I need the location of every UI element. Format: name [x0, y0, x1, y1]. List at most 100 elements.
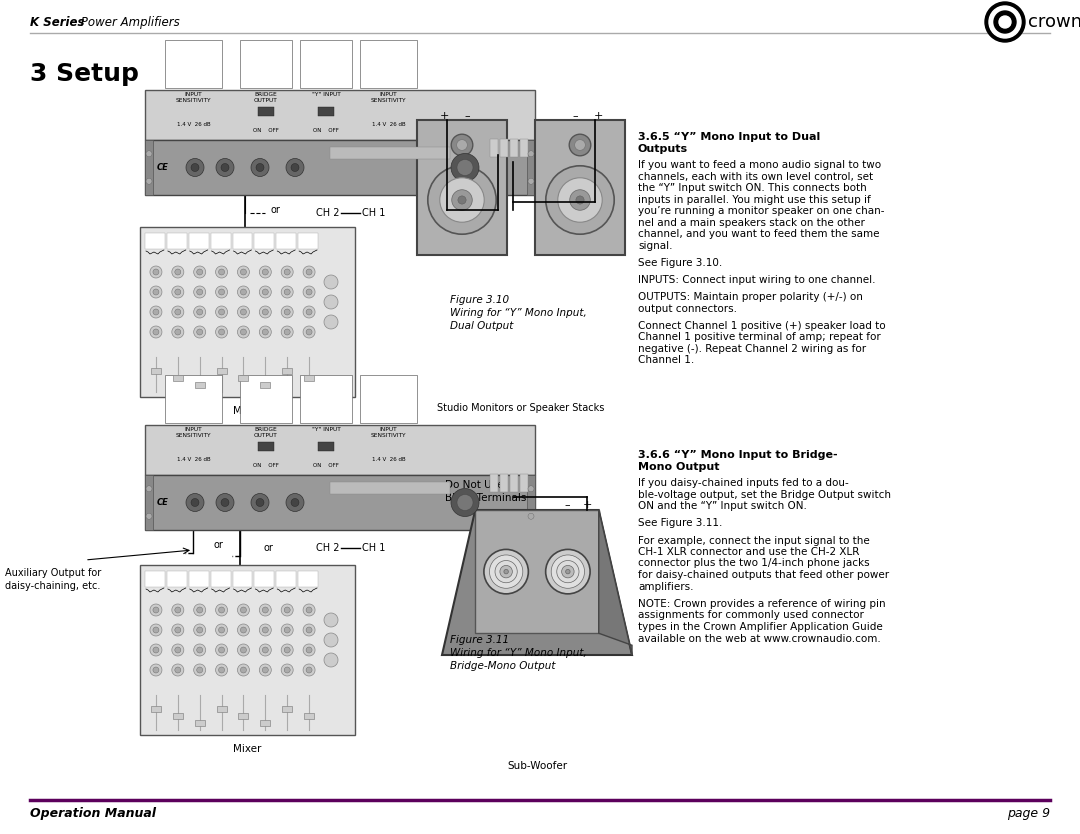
Circle shape	[216, 326, 228, 338]
Text: Dual Output: Dual Output	[450, 321, 513, 331]
Text: Channel 1.: Channel 1.	[638, 355, 694, 365]
Text: Mixer: Mixer	[233, 744, 261, 754]
Text: for daisy-chained outputs that feed other power: for daisy-chained outputs that feed othe…	[638, 570, 889, 580]
Text: 1.4 V  26 dB: 1.4 V 26 dB	[372, 122, 405, 127]
Text: Mono Output: Mono Output	[638, 462, 719, 472]
Circle shape	[241, 607, 246, 613]
Circle shape	[306, 309, 312, 315]
Circle shape	[238, 644, 249, 656]
Circle shape	[150, 624, 162, 636]
Circle shape	[528, 151, 534, 157]
Circle shape	[216, 664, 228, 676]
Circle shape	[306, 647, 312, 653]
Circle shape	[259, 624, 271, 636]
Circle shape	[286, 158, 303, 177]
Bar	[173, 374, 183, 380]
Text: types in the Crown Amplifier Application Guide: types in the Crown Amplifier Application…	[638, 622, 882, 632]
Circle shape	[303, 326, 315, 338]
Circle shape	[150, 664, 162, 676]
Text: INPUT
SENSITIVITY: INPUT SENSITIVITY	[370, 427, 406, 438]
Circle shape	[153, 269, 159, 275]
Circle shape	[262, 667, 268, 673]
Circle shape	[504, 570, 509, 574]
Bar	[145, 475, 535, 530]
Text: CH-1 XLR connector and use the CH-2 XLR: CH-1 XLR connector and use the CH-2 XLR	[638, 547, 860, 557]
Circle shape	[175, 309, 180, 315]
Circle shape	[216, 266, 228, 278]
Bar	[140, 565, 355, 735]
Circle shape	[218, 309, 225, 315]
Circle shape	[241, 289, 246, 295]
Circle shape	[175, 647, 180, 653]
Text: Figure 3.11: Figure 3.11	[450, 635, 509, 645]
Bar	[173, 712, 183, 719]
Bar	[490, 474, 498, 491]
Bar	[300, 375, 352, 423]
Circle shape	[324, 633, 338, 647]
Polygon shape	[442, 510, 632, 655]
Circle shape	[238, 306, 249, 318]
Bar	[360, 375, 417, 423]
Circle shape	[281, 266, 293, 278]
Circle shape	[172, 644, 184, 656]
Text: or: or	[213, 540, 222, 550]
Bar	[217, 368, 227, 374]
Circle shape	[186, 158, 204, 177]
Bar	[189, 571, 208, 587]
Text: ON    OFF: ON OFF	[313, 128, 339, 133]
Circle shape	[256, 163, 264, 172]
Text: nel and a main speakers stack on the other: nel and a main speakers stack on the oth…	[638, 218, 865, 228]
Text: If you want to feed a mono audio signal to two: If you want to feed a mono audio signal …	[638, 160, 881, 170]
Circle shape	[191, 499, 199, 506]
Circle shape	[284, 289, 291, 295]
Bar	[255, 571, 274, 587]
Circle shape	[262, 627, 268, 633]
Text: INPUTS: Connect input wiring to one channel.: INPUTS: Connect input wiring to one chan…	[638, 275, 876, 285]
Circle shape	[221, 499, 229, 506]
Circle shape	[259, 306, 271, 318]
Circle shape	[528, 513, 534, 520]
Circle shape	[281, 306, 293, 318]
Circle shape	[324, 275, 338, 289]
Bar	[360, 40, 417, 88]
Circle shape	[241, 309, 246, 315]
Circle shape	[303, 624, 315, 636]
Circle shape	[281, 326, 293, 338]
Circle shape	[197, 309, 203, 315]
Text: channel, and you want to feed them the same: channel, and you want to feed them the s…	[638, 229, 879, 239]
Bar	[305, 712, 314, 719]
Circle shape	[259, 326, 271, 338]
Text: Figure 3.10: Figure 3.10	[450, 295, 509, 305]
Circle shape	[306, 269, 312, 275]
Bar	[232, 233, 253, 249]
Circle shape	[303, 286, 315, 298]
Circle shape	[238, 326, 249, 338]
Circle shape	[216, 306, 228, 318]
Text: –: –	[464, 111, 470, 121]
Bar	[519, 138, 528, 157]
Bar	[165, 40, 222, 88]
Text: 3.6.6 “Y” Mono Input to Bridge-: 3.6.6 “Y” Mono Input to Bridge-	[638, 450, 838, 460]
Text: Wiring for “Y” Mono Input,: Wiring for “Y” Mono Input,	[450, 648, 586, 658]
Circle shape	[458, 196, 467, 204]
Circle shape	[153, 667, 159, 673]
Bar	[298, 233, 318, 249]
Circle shape	[218, 329, 225, 335]
Circle shape	[193, 266, 205, 278]
Text: page 9: page 9	[1007, 807, 1050, 821]
Circle shape	[440, 178, 484, 222]
Circle shape	[197, 289, 203, 295]
Circle shape	[557, 178, 603, 222]
Text: 3.6.5 “Y” Mono Input to Dual: 3.6.5 “Y” Mono Input to Dual	[638, 132, 820, 142]
Circle shape	[284, 309, 291, 315]
Circle shape	[193, 644, 205, 656]
Circle shape	[284, 667, 291, 673]
Text: +: +	[593, 111, 603, 121]
Bar	[211, 571, 230, 587]
Text: assignments for commonly used connector: assignments for commonly used connector	[638, 610, 864, 620]
Text: CH 1: CH 1	[362, 543, 386, 553]
Bar	[500, 474, 508, 491]
Circle shape	[153, 607, 159, 613]
Text: ON and the “Y” Input switch ON.: ON and the “Y” Input switch ON.	[638, 501, 807, 511]
Bar	[490, 138, 498, 157]
